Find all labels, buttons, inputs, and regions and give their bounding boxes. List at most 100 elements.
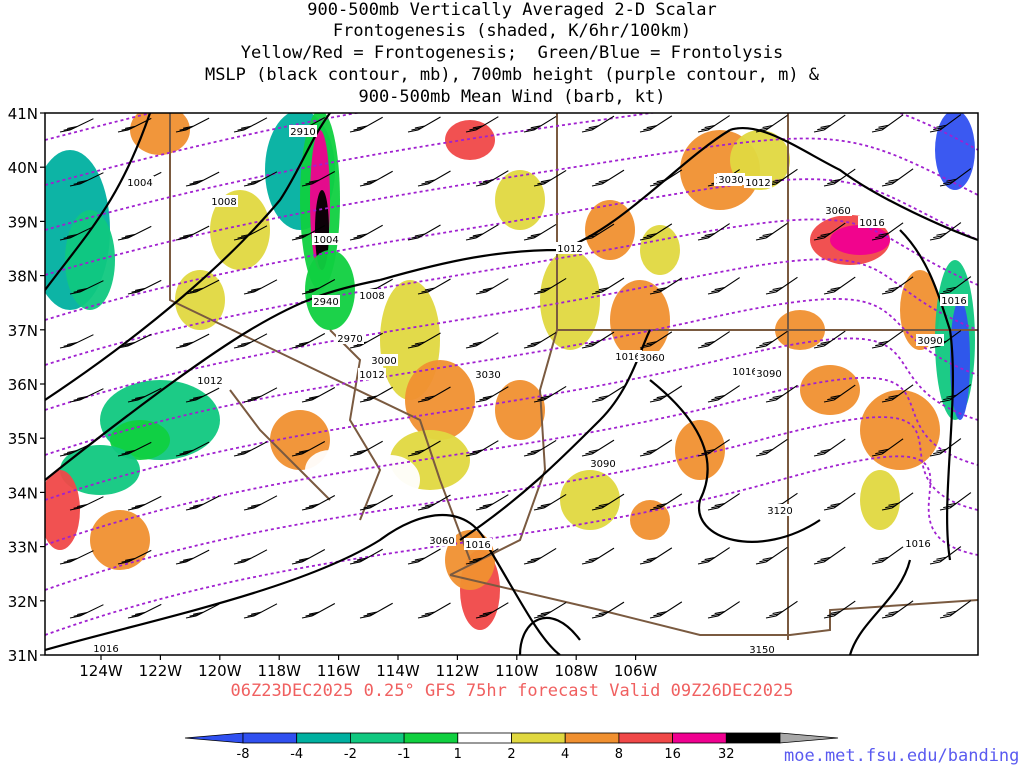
mslp-label: 1008 <box>210 195 238 208</box>
wind-barb <box>707 277 740 295</box>
wind-barb <box>697 331 730 349</box>
wind-barb <box>755 114 788 133</box>
height-contour <box>45 218 978 366</box>
svg-text:1012: 1012 <box>359 370 384 381</box>
svg-text:1012: 1012 <box>557 244 582 255</box>
lon-tick: 106W <box>614 655 657 680</box>
shading-blob <box>830 225 890 255</box>
wind-barb <box>59 550 94 565</box>
svg-text:33N: 33N <box>8 539 38 557</box>
wind-barb <box>813 222 846 241</box>
svg-text:1008: 1008 <box>211 197 236 208</box>
wind-barb <box>929 546 962 565</box>
svg-text:3060: 3060 <box>429 536 454 547</box>
wind-barb <box>707 601 740 619</box>
wind-barb <box>813 330 846 349</box>
colorbar-label: 16 <box>664 747 681 762</box>
svg-text:31N: 31N <box>8 647 38 665</box>
svg-text:2910: 2910 <box>290 127 315 138</box>
wind-barb <box>591 169 625 187</box>
mslp-label: 1016 <box>904 537 932 550</box>
wind-barb <box>407 440 441 457</box>
wind-barb <box>939 168 972 187</box>
wind-barb <box>581 223 615 241</box>
mslp-contour <box>45 113 152 291</box>
wind-barb <box>117 333 152 349</box>
lat-tick: 38N <box>8 268 45 286</box>
wind-barb <box>359 602 393 619</box>
shading-blob <box>305 450 355 490</box>
mslp-label: 1016 <box>858 216 886 229</box>
wind-barb <box>523 115 557 133</box>
colorbar-label: -1 <box>398 747 411 762</box>
shading-blob <box>110 420 170 460</box>
colorbar-swatch <box>457 732 512 744</box>
wind-barb <box>475 494 509 511</box>
contour-labels: 1004100810041008101210121012101210121016… <box>92 125 968 655</box>
colorbar-under <box>184 732 244 744</box>
wind-barb <box>881 276 914 295</box>
height-label: 3090 <box>755 367 783 380</box>
colorbar-swatch <box>564 732 620 744</box>
mslp-label: 1004 <box>126 176 154 189</box>
wind-barb <box>243 387 278 403</box>
title-line-2: Frontogenesis (shaded, K/6hr/100km) <box>332 21 692 41</box>
wind-barb <box>813 546 846 565</box>
wind-barb <box>591 277 625 295</box>
wind-barb <box>581 115 615 133</box>
wind-barb <box>69 496 104 511</box>
shading-blob <box>60 445 140 495</box>
shading-blob <box>405 360 475 440</box>
svg-text:118W: 118W <box>257 662 301 680</box>
wind-barb <box>649 601 683 619</box>
wind-barb <box>813 438 846 457</box>
wind-barb <box>69 388 104 403</box>
wind-barb <box>117 441 152 457</box>
svg-text:40N: 40N <box>8 159 38 177</box>
height-label: 2910 <box>289 125 317 138</box>
wind-barb <box>475 602 509 619</box>
mslp-label: 1016 <box>731 365 759 378</box>
wind-barb <box>639 439 673 457</box>
svg-text:3030: 3030 <box>718 175 743 186</box>
wind-barb <box>185 603 220 619</box>
svg-text:3000: 3000 <box>371 356 396 367</box>
wind-barb <box>871 438 904 457</box>
wind-barb <box>697 223 730 241</box>
wind-barb <box>871 546 904 565</box>
colorbar-swatch <box>725 732 781 744</box>
wind-barb <box>523 547 557 565</box>
wind-barb <box>417 278 451 295</box>
wind-barb <box>59 442 94 457</box>
shading-blob <box>630 500 670 540</box>
shading-blob <box>560 470 620 530</box>
wind-barb <box>59 226 94 241</box>
wind-barb <box>765 384 798 403</box>
wind-barb <box>823 168 856 187</box>
lat-tick: 37N <box>8 322 45 340</box>
lon-tick: 110W <box>495 655 539 680</box>
lat-tick: 32N <box>8 593 45 611</box>
wind-barb <box>475 386 509 403</box>
wind-barb <box>465 332 499 349</box>
svg-text:1016: 1016 <box>732 367 757 378</box>
wind-barb <box>581 547 615 565</box>
wind-barb <box>533 169 567 187</box>
wind-barb <box>707 385 740 403</box>
wind-barb <box>881 384 914 403</box>
wind-barb <box>523 331 557 349</box>
colorbar-swatch <box>296 732 351 744</box>
source-url[interactable]: moe.met.fsu.edu/banding <box>784 746 1020 766</box>
svg-text:3060: 3060 <box>825 206 850 217</box>
wind-barb <box>69 604 104 619</box>
wind-barb <box>233 225 268 241</box>
wind-barb <box>881 600 914 619</box>
wind-barb <box>765 276 798 295</box>
wind-barb <box>233 333 268 349</box>
lon-tick: 108W <box>554 655 598 680</box>
svg-text:1016: 1016 <box>93 644 118 655</box>
wind-barb <box>175 441 210 457</box>
colorbar-label: 8 <box>615 747 623 762</box>
height-contour <box>45 113 362 186</box>
